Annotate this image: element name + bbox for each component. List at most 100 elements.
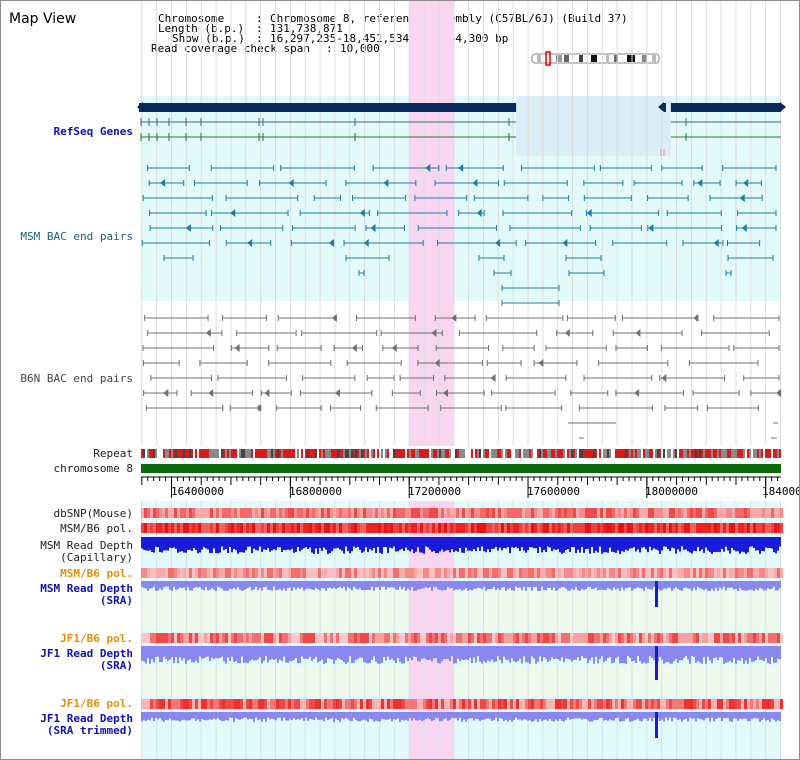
msm-capillary-depth-bar <box>411 537 413 550</box>
dbsnp-cell <box>309 508 312 518</box>
msm-capillary-depth-bar <box>405 537 407 548</box>
jf1-pol-cell <box>294 633 297 643</box>
msm-capillary-depth-bar <box>351 537 353 552</box>
msm-sra-depth-bar <box>427 581 429 589</box>
dbsnp-cell <box>609 508 612 518</box>
msm-bac-arrow <box>476 209 482 217</box>
b6n-bac-arrow <box>538 359 544 367</box>
msm-sra-depth-bar <box>691 581 693 591</box>
jf1-trimmed-depth-bar <box>365 712 367 721</box>
msm-capillary-depth-bar <box>209 537 211 554</box>
msm-capillary-depth-bar <box>507 537 509 548</box>
jf1-pol-cell <box>573 633 576 643</box>
jf1-sra-depth-bar <box>285 646 287 663</box>
msm-pol-cell <box>669 568 672 578</box>
msm-capillary-depth-bar <box>761 537 763 551</box>
jf1-pol-cell <box>477 633 480 643</box>
jf1-sra-depth-bar <box>243 646 245 663</box>
jf1-sra-depth-bar <box>695 646 697 663</box>
jf1-pol-cell <box>420 699 423 709</box>
msm-pol-cell <box>360 523 363 533</box>
msm-capillary-depth-bar <box>175 537 177 549</box>
jf1-sra-depth-bar <box>459 646 461 662</box>
jf1-sra-depth-bar <box>263 646 265 662</box>
msm-sra-depth-bar <box>537 581 539 591</box>
msm-capillary-depth-bar <box>473 537 475 550</box>
msm-pol-cell <box>390 568 393 578</box>
dbsnp-cell <box>234 508 237 518</box>
msm-pol-cell <box>597 568 600 578</box>
jf1-trimmed-depth-bar <box>495 712 497 718</box>
repeat-element <box>521 449 523 458</box>
msm-capillary-depth-bar <box>281 537 283 552</box>
msm-sra-depth-bar <box>229 581 231 589</box>
msm-sra-depth-bar <box>775 581 777 591</box>
msm-capillary-depth-bar <box>387 537 389 553</box>
repeat-element <box>455 449 457 458</box>
jf1-trimmed-depth-bar <box>627 712 629 719</box>
jf1-trimmed-depth-bar <box>319 712 321 720</box>
jf1-sra-depth-bar <box>533 646 535 659</box>
jf1-pol-cell <box>165 633 168 643</box>
jf1-pol-cell <box>375 699 378 709</box>
msm-sra-depth-bar <box>451 581 453 589</box>
msm-sra-depth-bar <box>489 581 491 590</box>
jf1-pol-cell <box>327 699 330 709</box>
msm-capillary-depth-bar <box>497 537 499 551</box>
length-value: 131,738,871 <box>270 22 343 35</box>
jf1-trimmed-depth-bar <box>751 712 753 720</box>
jf1-sra-depth-bar <box>579 646 581 661</box>
jf1-pol-cell <box>321 699 324 709</box>
jf1-trimmed-depth-bar <box>431 712 433 722</box>
msm-sra-depth-bar <box>237 581 239 588</box>
repeat-element <box>697 449 699 458</box>
repeat-element <box>579 449 581 458</box>
jf1-pol-cell <box>738 633 741 643</box>
msm-pol-cell <box>285 568 288 578</box>
jf1-sra-depth-bar <box>159 646 161 662</box>
msm-capillary-depth-bar <box>653 537 655 549</box>
msm-capillary-depth-bar <box>481 537 483 547</box>
jf1-sra-depth-bar <box>591 646 593 658</box>
jf1-trimmed-depth-bar <box>303 712 305 721</box>
jf1-pol-cell <box>705 699 708 709</box>
msm-capillary-depth-bar <box>369 537 371 549</box>
repeat-element <box>181 449 183 458</box>
msm-capillary-depth-bar <box>459 537 461 549</box>
msm-pol-cell <box>621 523 624 533</box>
msm-pol-cell <box>438 568 441 578</box>
jf1-trimmed-depth-bar <box>673 712 675 718</box>
repeat-element <box>603 449 605 458</box>
msm-pol-cell <box>306 523 309 533</box>
track-label-msm-depth-sra-sub: (SRA) <box>99 594 133 607</box>
jf1-pol-cell <box>288 699 291 709</box>
msm-pol-cell <box>396 568 399 578</box>
msm-pol-cell <box>375 568 378 578</box>
jf1-trimmed-depth-bar <box>529 712 531 721</box>
jf1-trimmed-depth-bar <box>423 712 425 721</box>
msm-capillary-depth-bar <box>401 537 403 549</box>
dbsnp-cell <box>207 508 210 518</box>
track-label-dbsnp: dbSNP(Mouse) <box>53 507 133 520</box>
msm-capillary-depth-bar <box>713 537 715 552</box>
msm-pol-cell <box>144 568 147 578</box>
msm-sra-depth-bar <box>419 581 421 590</box>
jf1-trimmed-depth-bar <box>169 712 171 719</box>
jf1-pol-cell <box>606 633 609 643</box>
jf1-pol-cell <box>384 633 387 643</box>
jf1-pol-cell <box>324 633 327 643</box>
repeat-element <box>699 449 701 458</box>
msm-pol-cell <box>492 523 495 533</box>
jf1-sra-depth-bar <box>635 646 637 664</box>
jf1-pol-cell <box>153 699 156 709</box>
jf1-sra-depth-bar <box>445 646 447 660</box>
msm-pol-cell <box>381 523 384 533</box>
repeat-element <box>665 449 667 458</box>
dbsnp-cell <box>780 508 783 518</box>
jf1-sra-depth-bar <box>739 646 741 661</box>
msm-bac-arrow <box>648 224 654 232</box>
msm-pol-cell <box>513 568 516 578</box>
jf1-pol-cell <box>645 633 648 643</box>
jf1-sra-depth-bar <box>203 646 205 659</box>
